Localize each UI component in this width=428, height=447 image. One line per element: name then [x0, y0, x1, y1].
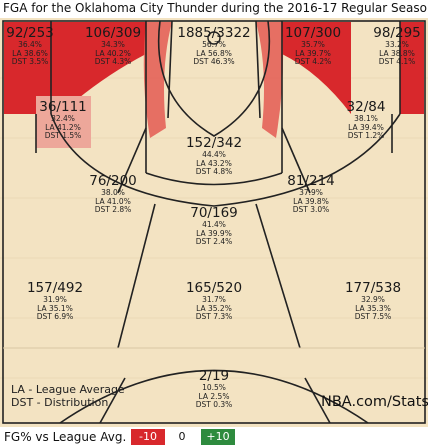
zone-left-baseline-mid: 36/111 32.4% LA 41.2% DST 1.5% — [39, 99, 87, 140]
zone-right-above-break-3: 177/538 32.9% LA 35.3% DST 7.5% — [344, 280, 402, 321]
note-distribution: DST - Distribution — [11, 396, 109, 409]
legend-zero-chip: 0 — [165, 429, 199, 445]
zone-fill-left-wing-3 — [51, 22, 146, 114]
zone-left-above-break-3: 157/492 31.9% LA 35.1% DST 6.9% — [26, 280, 84, 321]
color-legend: FG% vs League Avg. -10 0 +10 — [0, 427, 428, 447]
legend-label: FG% vs League Avg. — [4, 430, 127, 444]
brand-label: NBA.com/Stats — [321, 394, 428, 410]
zone-right-elbow-mid: 81/214 37.9% LA 39.8% DST 3.0% — [287, 173, 335, 214]
zone-restricted-area: 1885/3322 56.7% LA 56.8% DST 46.3% — [177, 25, 251, 66]
zone-backcourt: 2/19 10.5% LA 2.5% DST 0.3% — [195, 368, 233, 409]
hoop-icon — [207, 31, 221, 45]
zone-right-wing-3: 107/300 35.7% LA 39.7% DST 4.2% — [284, 25, 342, 66]
zone-paint-non-ra: 152/342 44.4% LA 43.2% DST 4.8% — [185, 135, 243, 176]
legend-negative-chip: -10 — [131, 429, 165, 445]
zone-top-key-mid: 70/169 41.4% LA 39.9% DST 2.4% — [190, 205, 238, 246]
zone-fill-right-corner-3 — [400, 22, 424, 114]
zone-left-corner-3: 92/253 36.4% LA 38.6% DST 3.5% — [6, 25, 54, 66]
zone-left-elbow-mid: 76/200 38.0% LA 41.0% DST 2.8% — [89, 173, 137, 214]
zone-left-wing-3: 106/309 34.3% LA 40.2% DST 4.3% — [84, 25, 142, 66]
zone-right-baseline-mid: 32/84 38.1% LA 39.4% DST 1.2% — [346, 99, 386, 140]
chart-title: FGA for the Oklahoma City Thunder during… — [3, 1, 428, 15]
zone-fill-restricted-gap-right — [256, 22, 284, 138]
note-league-average: LA - League Average — [11, 383, 125, 396]
abbreviation-notes: LA - League Average DST - Distribution — [11, 383, 125, 409]
zone-top-above-break-3: 165/520 31.7% LA 35.2% DST 7.3% — [185, 280, 243, 321]
legend-positive-chip: +10 — [201, 429, 235, 445]
shot-chart-court — [0, 18, 428, 427]
zone-fill-right-wing-3 — [282, 22, 351, 114]
zone-right-corner-3: 98/295 33.2% LA 38.8% DST 4.1% — [373, 25, 421, 66]
zone-fill-restricted-gap-left — [143, 22, 172, 138]
